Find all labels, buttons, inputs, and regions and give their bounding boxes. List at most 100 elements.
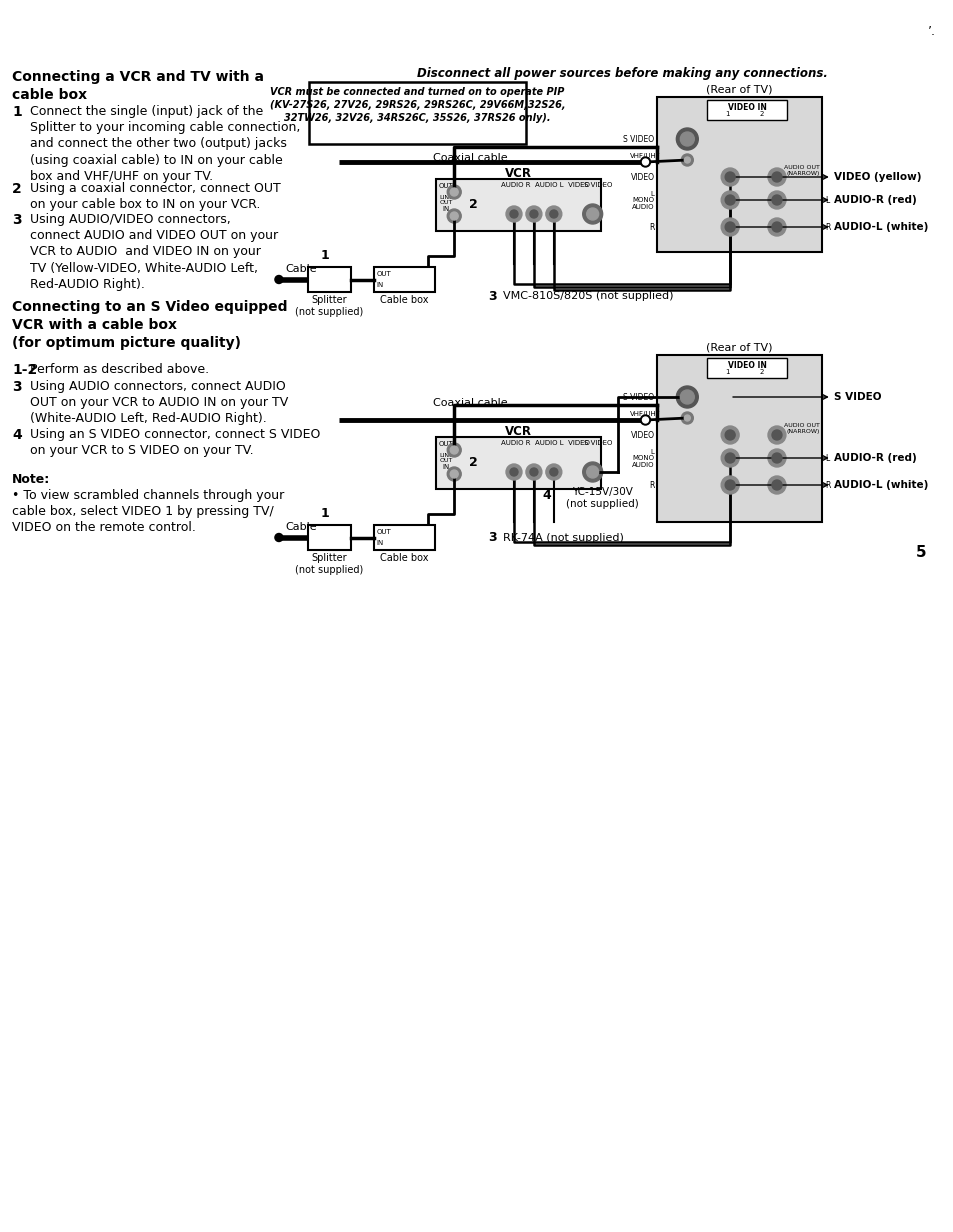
Text: S VIDEO: S VIDEO bbox=[622, 393, 654, 402]
Circle shape bbox=[720, 426, 739, 444]
Text: Using AUDIO connectors, connect AUDIO
OUT on your VCR to AUDIO IN on your TV
(Wh: Using AUDIO connectors, connect AUDIO OU… bbox=[30, 379, 288, 425]
Text: Cable box: Cable box bbox=[380, 294, 428, 306]
Circle shape bbox=[724, 222, 735, 232]
Text: VIDEO IN: VIDEO IN bbox=[727, 103, 765, 112]
Text: (Rear of TV): (Rear of TV) bbox=[705, 342, 772, 352]
Text: 3: 3 bbox=[488, 290, 497, 303]
Circle shape bbox=[639, 415, 650, 425]
Circle shape bbox=[680, 154, 693, 166]
Circle shape bbox=[549, 468, 558, 476]
Text: R: R bbox=[824, 480, 829, 489]
Circle shape bbox=[450, 446, 457, 455]
Text: 4: 4 bbox=[12, 428, 22, 442]
Text: VIDEO: VIDEO bbox=[630, 172, 654, 181]
Text: L
MONO
AUDIO: L MONO AUDIO bbox=[631, 448, 654, 467]
Bar bbox=[657, 355, 821, 522]
Text: Connecting to an S Video equipped
VCR with a cable box
(for optimum picture qual: Connecting to an S Video equipped VCR wi… bbox=[12, 301, 287, 350]
Text: 2: 2 bbox=[759, 370, 763, 375]
Circle shape bbox=[549, 209, 558, 218]
Circle shape bbox=[683, 415, 690, 421]
Circle shape bbox=[724, 453, 735, 463]
Circle shape bbox=[720, 476, 739, 494]
Text: S VIDEO: S VIDEO bbox=[622, 134, 654, 143]
Text: Coaxial cable: Coaxial cable bbox=[433, 153, 507, 163]
Circle shape bbox=[771, 453, 781, 463]
Text: IN: IN bbox=[376, 282, 383, 288]
Text: L: L bbox=[824, 196, 828, 205]
Text: VHF/UHF: VHF/UHF bbox=[629, 153, 660, 159]
Text: VMC-810S/820S (not supplied): VMC-810S/820S (not supplied) bbox=[502, 291, 673, 301]
Text: 1-2: 1-2 bbox=[12, 363, 37, 377]
Circle shape bbox=[545, 206, 561, 222]
Text: Connecting a VCR and TV with a
cable box: Connecting a VCR and TV with a cable box bbox=[12, 70, 264, 102]
Text: IN: IN bbox=[376, 540, 383, 546]
Circle shape bbox=[274, 533, 283, 542]
Text: • To view scrambled channels through your
cable box, select VIDEO 1 by pressing : • To view scrambled channels through you… bbox=[12, 489, 284, 535]
Text: VIDEO IN: VIDEO IN bbox=[727, 361, 765, 370]
Circle shape bbox=[676, 128, 698, 150]
Bar bbox=[436, 179, 600, 232]
Circle shape bbox=[680, 411, 693, 424]
Text: L
MONO
AUDIO: L MONO AUDIO bbox=[631, 191, 654, 209]
Circle shape bbox=[447, 467, 460, 480]
Circle shape bbox=[767, 426, 785, 444]
Text: AUDIO-L (white): AUDIO-L (white) bbox=[833, 222, 927, 232]
Text: Perform as described above.: Perform as described above. bbox=[30, 363, 209, 376]
Circle shape bbox=[771, 195, 781, 205]
Text: Coaxial cable: Coaxial cable bbox=[433, 398, 507, 408]
Text: 1: 1 bbox=[724, 370, 729, 375]
Text: Splitter
(not supplied): Splitter (not supplied) bbox=[294, 294, 363, 318]
Circle shape bbox=[676, 386, 698, 408]
Circle shape bbox=[450, 469, 457, 478]
Circle shape bbox=[641, 416, 648, 423]
Circle shape bbox=[720, 191, 739, 209]
Text: LINE
OUT: LINE OUT bbox=[438, 195, 453, 206]
Text: 3: 3 bbox=[12, 379, 22, 394]
Text: AUDIO-R (red): AUDIO-R (red) bbox=[833, 195, 916, 205]
Circle shape bbox=[582, 462, 602, 482]
Text: 1: 1 bbox=[320, 249, 329, 261]
Circle shape bbox=[529, 468, 537, 476]
Text: 2: 2 bbox=[759, 111, 763, 117]
Circle shape bbox=[771, 430, 781, 440]
Bar bbox=[706, 100, 786, 120]
Text: OUT: OUT bbox=[438, 441, 454, 447]
Text: YC-15V/30V
(not supplied): YC-15V/30V (not supplied) bbox=[566, 487, 639, 509]
Text: 2: 2 bbox=[469, 198, 477, 211]
Text: Note:: Note: bbox=[12, 473, 51, 485]
Text: Cable: Cable bbox=[285, 521, 316, 531]
Text: VCR must be connected and turned on to operate PIP
(KV-27S26, 27V26, 29RS26, 29R: VCR must be connected and turned on to o… bbox=[270, 87, 564, 123]
Text: LINE
OUT: LINE OUT bbox=[438, 453, 453, 463]
Circle shape bbox=[447, 185, 460, 200]
Circle shape bbox=[679, 391, 694, 404]
Bar bbox=[308, 525, 351, 549]
Circle shape bbox=[767, 218, 785, 237]
Circle shape bbox=[679, 132, 694, 147]
Circle shape bbox=[510, 209, 517, 218]
Text: IN: IN bbox=[442, 206, 450, 212]
Text: RK-74A (not supplied): RK-74A (not supplied) bbox=[502, 532, 623, 542]
Text: Using AUDIO/VIDEO connectors,
connect AUDIO and VIDEO OUT on your
VCR to AUDIO  : Using AUDIO/VIDEO connectors, connect AU… bbox=[30, 213, 277, 291]
Text: AUDIO R  AUDIO L  VIDEO: AUDIO R AUDIO L VIDEO bbox=[500, 182, 589, 188]
Circle shape bbox=[720, 448, 739, 467]
Circle shape bbox=[724, 480, 735, 490]
Text: R: R bbox=[648, 223, 654, 232]
Circle shape bbox=[767, 476, 785, 494]
Text: 1: 1 bbox=[724, 111, 729, 117]
Text: OUT: OUT bbox=[376, 271, 391, 277]
Circle shape bbox=[767, 448, 785, 467]
Text: VIDEO: VIDEO bbox=[630, 430, 654, 440]
Circle shape bbox=[771, 480, 781, 490]
Circle shape bbox=[505, 206, 521, 222]
Text: AUDIO-L (white): AUDIO-L (white) bbox=[833, 480, 927, 490]
Text: Using a coaxial connector, connect OUT
on your cable box to IN on your VCR.: Using a coaxial connector, connect OUT o… bbox=[30, 182, 280, 211]
Text: AUDIO-R (red): AUDIO-R (red) bbox=[833, 453, 916, 463]
Text: IN: IN bbox=[442, 464, 450, 469]
Circle shape bbox=[529, 209, 537, 218]
Circle shape bbox=[582, 205, 602, 224]
Text: 3: 3 bbox=[488, 531, 497, 545]
Circle shape bbox=[767, 168, 785, 186]
Text: 4: 4 bbox=[541, 489, 550, 501]
Circle shape bbox=[450, 212, 457, 221]
Circle shape bbox=[447, 444, 460, 457]
